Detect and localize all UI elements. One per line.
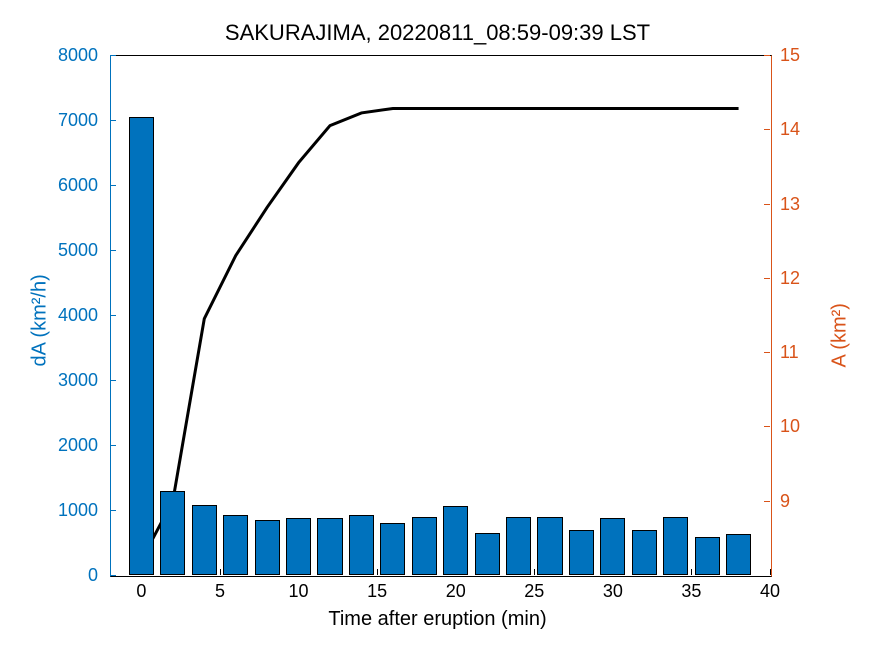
bar [317,518,342,575]
x-tick-label: 40 [750,581,790,602]
x-tick-label: 15 [357,581,397,602]
bar [223,515,248,575]
bar [569,530,594,576]
x-tick-label: 20 [436,581,476,602]
yleft-tick-label: 8000 [0,45,98,66]
x-tick-label: 0 [121,581,161,602]
x-tick-label: 25 [514,581,554,602]
x-tick-label: 5 [200,581,240,602]
bar [663,517,688,575]
bar [160,491,185,576]
yleft-tick-label: 6000 [0,175,98,196]
chart-title: SAKURAJIMA, 20220811_08:59-09:39 LST [0,20,875,46]
yleft-tick-label: 7000 [0,110,98,131]
yright-tick-label: 11 [780,342,840,363]
bar [380,523,405,575]
yright-tick-label: 13 [780,194,840,215]
yleft-tick-label: 3000 [0,370,98,391]
yleft-tick-label: 4000 [0,305,98,326]
bar [129,117,154,575]
yright-tick-label: 14 [780,119,840,140]
yleft-tick-label: 1000 [0,500,98,521]
yright-tick-label: 9 [780,491,840,512]
yright-tick-label: 12 [780,268,840,289]
bar [600,518,625,575]
yleft-tick-label: 2000 [0,435,98,456]
bar [695,537,720,575]
x-axis-label: Time after eruption (min) [0,608,875,631]
bar [443,506,468,575]
bar [632,530,657,576]
yright-tick-label: 15 [780,45,840,66]
x-tick-label: 10 [279,581,319,602]
plot-area [110,55,772,577]
bar [255,520,280,575]
bar [286,518,311,575]
yright-tick-label: 10 [780,416,840,437]
bar [412,517,437,575]
chart-container: SAKURAJIMA, 20220811_08:59-09:39 LST dA … [0,0,875,656]
x-tick-label: 35 [671,581,711,602]
yleft-tick-label: 5000 [0,240,98,261]
bar [192,505,217,575]
bar [349,515,374,575]
bar [475,533,500,575]
x-tick-label: 30 [593,581,633,602]
bar [726,534,751,575]
yleft-tick-label: 0 [0,565,98,586]
bar [537,517,562,575]
bar [506,517,531,576]
